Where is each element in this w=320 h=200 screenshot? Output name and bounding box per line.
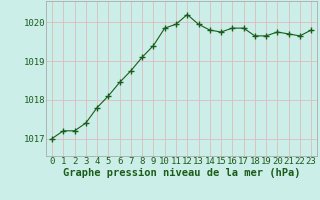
X-axis label: Graphe pression niveau de la mer (hPa): Graphe pression niveau de la mer (hPa) <box>63 168 300 178</box>
